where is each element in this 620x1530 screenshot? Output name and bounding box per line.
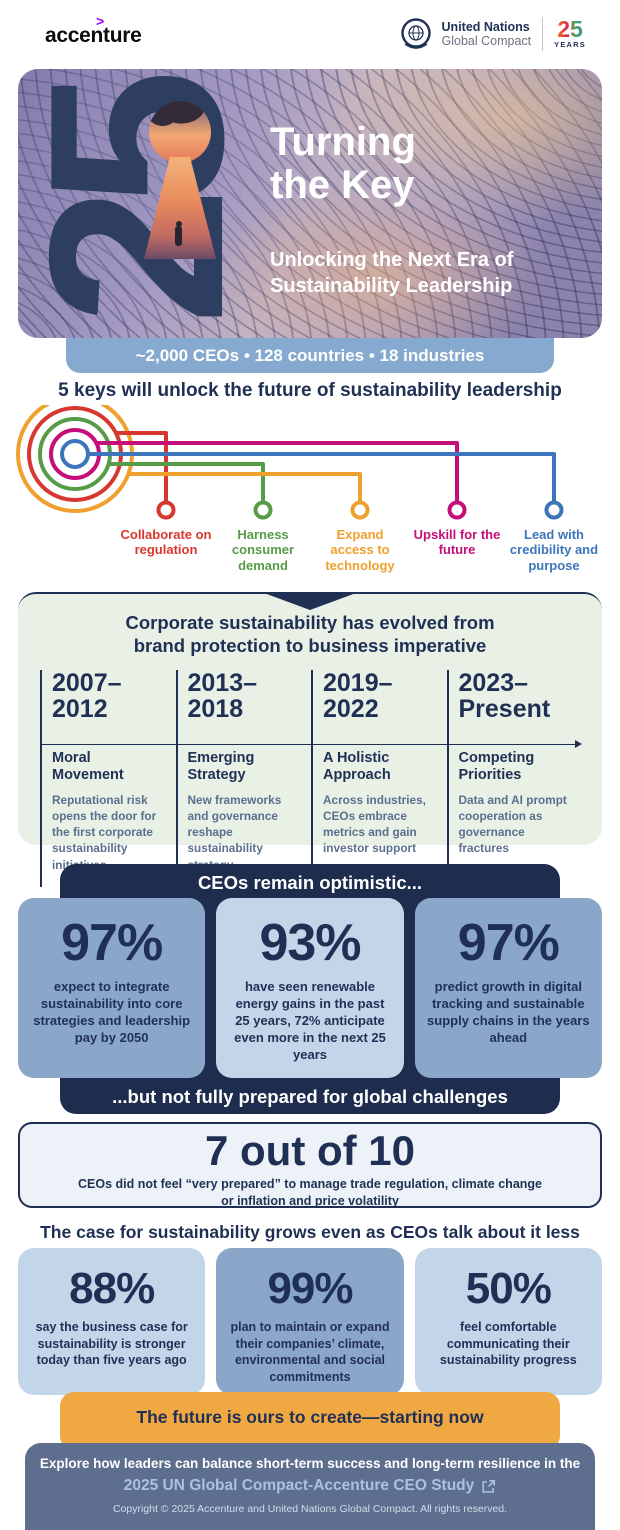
copyright-text: Copyright © 2025 Accenture and United Na… <box>112 1503 508 1515</box>
un-name-line1: United Nations <box>441 19 530 34</box>
timeline-heading-line2: brand protection to business imperative <box>133 634 487 656</box>
optimism-heading: CEOs remain optimistic... <box>197 872 423 893</box>
un-emblem-icon <box>400 18 431 49</box>
era-years: 2023– Present <box>458 668 551 724</box>
timeline-body: 2007– 2012 Moral Movement Reputational ri… <box>40 670 582 887</box>
cta-banner: The future is ours to create—starting no… <box>60 1392 560 1450</box>
era-description: Data and AI prompt cooperation as govern… <box>458 792 567 856</box>
hero-subtitle: Unlocking the Next Era of Sustainability… <box>270 247 513 299</box>
stat-card-97-strategies: 97% expect to integrate sustainability i… <box>18 898 206 1078</box>
notch-triangle <box>264 593 356 610</box>
era-years: 2007– 2012 <box>52 668 122 724</box>
ceo-study-link[interactable]: 2025 UN Global Compact-Accenture CEO Stu… <box>124 1477 497 1495</box>
timeline-heading-line1: Corporate sustainability has evolved fro… <box>125 612 495 633</box>
stat-text: say the business case for sustainability… <box>35 1320 188 1368</box>
badge-number: 25 <box>554 18 586 41</box>
badge-label: YEARS <box>554 39 586 49</box>
prepared-description: CEOs did not feel “very prepared” to man… <box>77 1177 542 1208</box>
un-25-years-badge: 25 YEARS <box>554 18 586 49</box>
accenture-logo: accenture > <box>45 13 142 48</box>
prepared-stat-box: 7 out of 10 CEOs did not feel “very prep… <box>18 1122 602 1208</box>
footer-panel: Explore how leaders can balance short-te… <box>25 1443 595 1530</box>
stat-card-88-business-case: 88% say the business case for sustainabi… <box>18 1248 206 1396</box>
logo-divider <box>542 17 544 51</box>
era-description: New frameworks and governance reshape su… <box>187 792 282 872</box>
timeline-heading: Corporate sustainability has evolved fro… <box>18 612 602 658</box>
timeline-panel: Corporate sustainability has evolved fro… <box>18 592 602 887</box>
stat-value: 97% <box>61 914 163 972</box>
stat-value: 97% <box>457 914 560 972</box>
era-title: Emerging Strategy <box>187 749 255 784</box>
timeline-axis-arrow <box>40 740 582 749</box>
timeline-era-2: 2013– 2018 Emerging Strategy New framewor… <box>175 668 312 887</box>
stat-value: 50% <box>465 1264 552 1313</box>
stat-text: predict growth in digital tracking and s… <box>427 978 590 1046</box>
era-title: Moral Movement <box>52 749 124 784</box>
survey-stats-text: ~2,000 CEOs • 128 countries • 18 industr… <box>135 345 485 365</box>
un-name-line2: Global Compact <box>441 34 532 48</box>
key-label-collaborate: Collaborate on regulation <box>120 527 212 558</box>
key-label-consumer: Harness consumer demand <box>231 527 295 573</box>
era-description: Reputational risk opens the door for the… <box>52 792 157 872</box>
timeline-era-1: 2007– 2012 Moral Movement Reputational ri… <box>40 670 176 887</box>
accenture-chevron-icon: > <box>96 13 104 29</box>
optimism-cards: 97% expect to integrate sustainability i… <box>18 898 602 1078</box>
hero-title-line2: the Key <box>270 163 415 208</box>
survey-stats-bar: ~2,000 CEOs • 128 countries • 18 industr… <box>66 338 554 373</box>
hero-subtitle-line2: Sustainability Leadership <box>270 275 513 297</box>
footer-explore-text: Explore how leaders can balance short-te… <box>39 1456 581 1471</box>
not-prepared-heading: ...but not fully prepared for global cha… <box>112 1086 508 1107</box>
hero-title: Turning the Key <box>270 120 416 208</box>
un-global-compact-logo: United Nations Global Compact 25 YEARS <box>398 16 586 52</box>
era-title: Competing Priorities <box>458 749 535 784</box>
case-cards: 88% say the business case for sustainabi… <box>18 1248 602 1396</box>
stat-card-97-digital: 97% predict growth in digital tracking a… <box>414 898 602 1078</box>
era-years: 2019– 2022 <box>323 668 393 724</box>
external-link-icon[interactable] <box>481 1479 496 1494</box>
key-label-upskill: Upskill for the future <box>413 527 501 558</box>
stat-card-50-communicating: 50% feel comfortable communicating their… <box>414 1248 602 1396</box>
person-silhouette <box>174 221 183 249</box>
ceo-study-link-text[interactable]: 2025 UN Global Compact-Accenture CEO Stu… <box>123 1477 475 1494</box>
timeline-era-4: 2023– Present Competing Priorities Data a… <box>446 668 583 887</box>
keyhole-icon <box>149 101 211 163</box>
stat-card-93-renewables: 93% have seen renewable energy gains in … <box>216 898 404 1078</box>
era-title: A Holistic Approach <box>323 749 391 784</box>
key-label-technology: Expand access to technology <box>325 527 395 573</box>
hero-title-line1: Turning <box>270 120 416 164</box>
era-years: 2013– 2018 <box>187 668 258 724</box>
era-description: Across industries, CEOs embrace metrics … <box>323 792 426 856</box>
case-heading: The case for sustainability grows even a… <box>40 1222 580 1242</box>
key-label-lead: Lead with credibility and purpose <box>509 527 599 573</box>
un-logo-text: United Nations Global Compact <box>442 20 532 49</box>
stat-text: plan to maintain or expand their compani… <box>230 1320 390 1384</box>
stat-text: have seen renewable energy gains in the … <box>234 978 386 1063</box>
hero-banner: 25 Turning the Key Unlocking the Next Er… <box>18 69 602 338</box>
keys-heading: 5 keys will unlock the future of sustain… <box>58 380 562 401</box>
hero-subtitle-line1: Unlocking the Next Era of <box>270 249 514 271</box>
accenture-wordmark: accenture <box>45 24 142 47</box>
stat-text: expect to integrate sustainability into … <box>33 978 191 1046</box>
stat-value: 88% <box>69 1264 155 1313</box>
stat-card-99-commitments: 99% plan to maintain or expand their com… <box>216 1248 404 1396</box>
timeline-era-3: 2019– 2022 A Holistic Approach Across ind… <box>311 670 447 887</box>
stat-text: feel comfortable communicating their sus… <box>439 1320 577 1368</box>
prepared-big-stat: 7 out of 10 <box>204 1127 416 1174</box>
stat-value: 93% <box>259 914 361 972</box>
stat-value: 99% <box>267 1264 353 1313</box>
key-diagram <box>16 405 564 520</box>
